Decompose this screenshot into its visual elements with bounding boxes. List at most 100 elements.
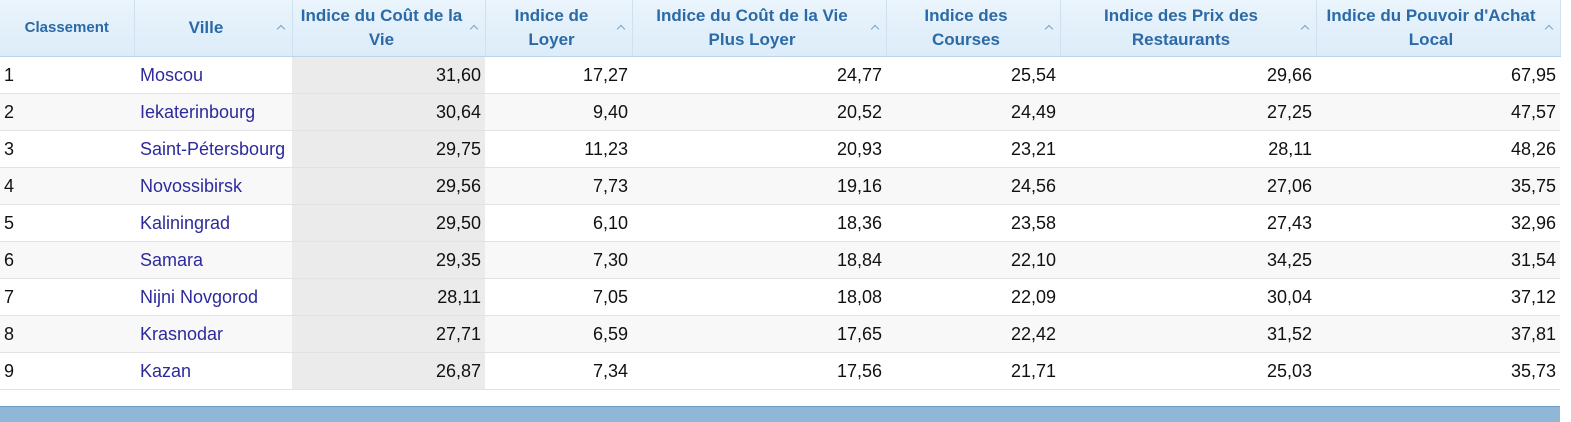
cell: 35,75 xyxy=(1316,167,1560,205)
cell: 22,10 xyxy=(886,241,1060,279)
index-value: 48,26 xyxy=(1510,138,1556,159)
index-value: 18,08 xyxy=(836,286,882,307)
city-link[interactable]: Samara xyxy=(140,249,204,270)
rank: 8 xyxy=(4,323,15,344)
cell: 6,59 xyxy=(485,315,632,353)
index-value: 27,71 xyxy=(435,323,481,344)
index-value: 7,30 xyxy=(592,249,628,270)
city-link[interactable]: Novossibirsk xyxy=(140,175,243,196)
index-value: 6,10 xyxy=(592,212,628,233)
sort-icon[interactable] xyxy=(469,24,478,34)
table-row: 2 Iekaterinbourg 30,64 9,40 20,52 24,49 27,25 4… xyxy=(0,93,1560,131)
cell: 47,57 xyxy=(1316,93,1560,131)
column-header[interactable]: Indice du Coût de la Vie Plus Loyer xyxy=(632,0,887,57)
cell: 4 xyxy=(0,167,134,205)
header-label: Indice du Coût de la Vie xyxy=(300,6,463,49)
city-link[interactable]: Moscou xyxy=(140,64,204,85)
index-value: 25,03 xyxy=(1266,360,1312,381)
cell: 7,05 xyxy=(485,278,632,316)
cell: 37,12 xyxy=(1316,278,1560,316)
sort-icon[interactable] xyxy=(616,24,625,34)
index-value: 27,25 xyxy=(1266,101,1312,122)
city-link[interactable]: Nijni Novgorod xyxy=(140,286,259,307)
column-header[interactable]: Indice du Pouvoir d'Achat Local xyxy=(1316,0,1561,57)
city-link[interactable]: Kaliningrad xyxy=(140,212,231,233)
sort-icon[interactable] xyxy=(1300,24,1309,34)
rank: 3 xyxy=(4,138,15,159)
cell: 19,16 xyxy=(632,167,886,205)
cell: 9 xyxy=(0,352,134,390)
column-header[interactable]: Ville xyxy=(134,0,293,57)
index-value: 24,56 xyxy=(1010,175,1056,196)
header-label: Classement xyxy=(24,19,109,36)
header-label: Indice du Pouvoir d'Achat Local xyxy=(1326,6,1536,49)
cell: 9,40 xyxy=(485,93,632,131)
city-link[interactable]: Iekaterinbourg xyxy=(140,101,256,122)
index-value: 35,73 xyxy=(1510,360,1556,381)
index-value: 37,81 xyxy=(1510,323,1556,344)
city-link[interactable]: Krasnodar xyxy=(140,323,224,344)
column-header[interactable]: Indice des Prix des Restaurants xyxy=(1060,0,1317,57)
cell: 1 xyxy=(0,56,134,94)
sort-icon[interactable] xyxy=(870,24,879,34)
city-cell: Saint-Pétersbourg xyxy=(134,130,292,168)
city-cell: Novossibirsk xyxy=(134,167,292,205)
cell: 22,09 xyxy=(886,278,1060,316)
cell: 31,52 xyxy=(1060,315,1316,353)
cell: 17,27 xyxy=(485,56,632,94)
cell: 7,73 xyxy=(485,167,632,205)
scrollbar xyxy=(0,406,1560,422)
cell: 27,06 xyxy=(1060,167,1316,205)
cell: 28,11 xyxy=(292,278,485,316)
index-value: 31,52 xyxy=(1266,323,1312,344)
index-value: 22,42 xyxy=(1010,323,1056,344)
city-cell: Kazan xyxy=(134,352,292,390)
city-cell: Samara xyxy=(134,241,292,279)
table-row: 8 Krasnodar 27,71 6,59 17,65 22,42 31,52 37,81 xyxy=(0,315,1560,353)
cell: 37,81 xyxy=(1316,315,1560,353)
index-value: 19,16 xyxy=(836,175,882,196)
city-link[interactable]: Kazan xyxy=(140,360,192,381)
cell: 22,42 xyxy=(886,315,1060,353)
cell: 35,73 xyxy=(1316,352,1560,390)
sort-icon[interactable] xyxy=(1044,24,1053,34)
cell: 25,03 xyxy=(1060,352,1316,390)
cell: 7 xyxy=(0,278,134,316)
index-value: 7,05 xyxy=(592,286,628,307)
table-row: 7 Nijni Novgorod 28,11 7,05 18,08 22,09 30,04 3… xyxy=(0,278,1560,316)
cell: 20,52 xyxy=(632,93,886,131)
cell: 18,36 xyxy=(632,204,886,242)
cell: 7,30 xyxy=(485,241,632,279)
index-value: 7,34 xyxy=(592,360,628,381)
cell: 11,23 xyxy=(485,130,632,168)
table-row: 1 Moscou 31,60 17,27 24,77 25,54 29,66 67,95 xyxy=(0,56,1560,94)
cell: 34,25 xyxy=(1060,241,1316,279)
index-value: 34,25 xyxy=(1266,249,1312,270)
header-label: Indice des Courses xyxy=(924,6,1008,49)
cell: 17,56 xyxy=(632,352,886,390)
index-value: 24,49 xyxy=(1010,101,1056,122)
sort-icon[interactable] xyxy=(1544,24,1553,34)
table-row: 4 Novossibirsk 29,56 7,73 19,16 24,56 27,06 35,… xyxy=(0,167,1560,205)
cell: 5 xyxy=(0,204,134,242)
column-header[interactable]: Indice des Courses xyxy=(886,0,1061,57)
cell: 8 xyxy=(0,315,134,353)
index-value: 20,93 xyxy=(836,138,882,159)
index-value: 29,66 xyxy=(1266,64,1312,85)
sort-icon[interactable] xyxy=(276,24,285,34)
cell: 32,96 xyxy=(1316,204,1560,242)
cell: 67,95 xyxy=(1316,56,1560,94)
index-value: 29,56 xyxy=(435,175,481,196)
column-header[interactable]: Indice de Loyer xyxy=(485,0,633,57)
cell: 20,93 xyxy=(632,130,886,168)
cell: 27,71 xyxy=(292,315,485,353)
city-cell: Krasnodar xyxy=(134,315,292,353)
column-header[interactable]: Classement xyxy=(0,0,135,57)
index-value: 30,64 xyxy=(435,101,481,122)
index-value: 32,96 xyxy=(1510,212,1556,233)
cell: 26,87 xyxy=(292,352,485,390)
rank: 2 xyxy=(4,101,15,122)
index-value: 29,75 xyxy=(435,138,481,159)
city-link[interactable]: Saint-Pétersbourg xyxy=(140,138,286,159)
column-header[interactable]: Indice du Coût de la Vie xyxy=(292,0,486,57)
